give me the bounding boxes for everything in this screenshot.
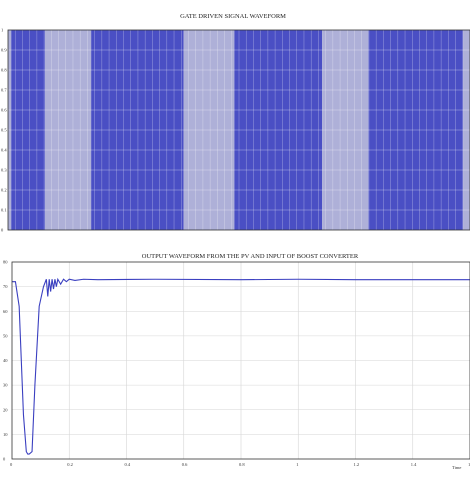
bottom-chart-title: OUTPUT WAVEFORM FROM THE PV AND INPUT OF… [142, 253, 359, 260]
y-tick-label: 60 [3, 309, 8, 314]
y-tick-label: 0.7 [1, 88, 7, 93]
y-tick-label: 30 [3, 383, 8, 388]
x-tick-label: 0.8 [239, 462, 245, 467]
top-chart-title: GATE DRIVEN SIGNAL WAVEFORM [180, 13, 286, 20]
y-tick-label: 0.1 [1, 208, 7, 213]
gate-signal-grid [8, 30, 470, 230]
x-tick-label: 0 [10, 462, 13, 467]
pv-output-y-ticks: 0 10 20 30 40 50 60 70 80 [3, 260, 8, 462]
x-tick-label: 1 [296, 462, 298, 467]
y-tick-label: 0.4 [1, 148, 7, 153]
y-tick-label: 0.8 [1, 68, 7, 73]
y-tick-label: 0.3 [1, 168, 7, 173]
y-tick-label: 0.5 [1, 128, 7, 133]
pv-output-series [12, 277, 470, 455]
y-tick-label: 0.9 [1, 48, 7, 53]
x-tick-label: 0.6 [182, 462, 188, 467]
pv-output-chart: OUTPUT WAVEFORM FROM THE PV AND INPUT OF… [3, 253, 470, 470]
y-tick-label: 20 [3, 407, 8, 412]
x-tick-label: 0.4 [125, 462, 131, 467]
y-tick-label: 50 [3, 333, 8, 338]
bottom-chart-frame [11, 261, 470, 460]
pv-output-x-ticks: 0 0.2 0.4 0.6 0.8 1 1.2 1.4 1.6 [10, 462, 470, 467]
y-tick-label: 1 [1, 28, 3, 33]
y-tick-label: 0 [1, 228, 4, 233]
y-tick-label: 10 [3, 432, 8, 437]
y-tick-label: 40 [3, 358, 8, 363]
x-tick-label: 1.4 [411, 462, 417, 467]
y-tick-label: 70 [3, 284, 8, 289]
x-tick-label: 0.2 [67, 462, 73, 467]
series-line [12, 277, 470, 455]
y-tick-label: 0.6 [1, 108, 7, 113]
y-tick-label: 0.2 [1, 188, 7, 193]
y-tick-label: 0 [3, 457, 6, 462]
x-axis-label: Time [452, 465, 461, 470]
top-chart-frame [7, 29, 470, 231]
gate-signal-chart: GATE DRIVEN SIGNAL WAVEFORM 0 0.1 0.2 0.3 0.… [1, 13, 470, 233]
gate-signal-y-ticks: 0 0.1 0.2 0.3 0.4 0.5 0.6 0.7 0.8 0.9 1 [1, 28, 7, 233]
x-tick-label: 1.2 [354, 462, 360, 467]
x-tick-label: 1.6 [468, 462, 470, 467]
pv-output-grid [12, 262, 470, 459]
y-tick-label: 80 [3, 260, 8, 265]
